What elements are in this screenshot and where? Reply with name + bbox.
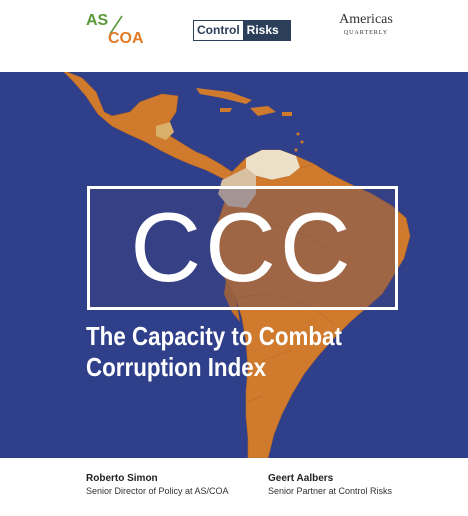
- logo-bar: AS COA Control Risks Americas QUARTERLY: [0, 0, 468, 72]
- author-name: Geert Aalbers: [268, 473, 334, 484]
- ccc-acronym: CCC: [130, 192, 355, 302]
- author-geert-aalbers: Geert Aalbers Senior Partner at Control …: [268, 472, 392, 498]
- map-venezuela-highlight: [246, 150, 300, 180]
- cover-title-line1: The Capacity to Combat: [86, 321, 342, 351]
- controlrisks-logo: Control Risks: [193, 20, 291, 41]
- ccc-frame: CCC: [87, 186, 398, 310]
- ascoa-logo-coa: COA: [108, 30, 144, 47]
- author-name: Roberto Simon: [86, 473, 158, 484]
- cover-panel: CCC The Capacity to Combat Corruption In…: [0, 72, 468, 458]
- ascoa-logo-slash: [109, 15, 123, 35]
- author-roberto-simon: Roberto Simon Senior Director of Policy …: [86, 472, 229, 498]
- map-mexico-central-america: [63, 72, 241, 185]
- ascoa-logo: AS COA: [86, 12, 156, 52]
- latin-america-map: [63, 72, 411, 458]
- map-hispaniola: [250, 106, 276, 116]
- map-puerto-rico: [282, 112, 292, 116]
- author-role: Senior Partner at Control Risks: [268, 486, 393, 496]
- author-role: Senior Director of Policy at AS/COA: [86, 486, 229, 496]
- controlrisks-logo-risks: Risks: [242, 21, 290, 40]
- americas-quarterly-logo: Americas QUARTERLY: [336, 12, 396, 36]
- map-jamaica: [220, 108, 232, 112]
- map-guatemala-highlight: [156, 122, 174, 140]
- americas-quarterly-logo-line2: QUARTERLY: [343, 30, 389, 36]
- controlrisks-logo-control: Control: [194, 21, 243, 40]
- map-cuba: [196, 88, 252, 104]
- cover-title: The Capacity to Combat Corruption Index: [86, 321, 378, 383]
- authors-section: Roberto Simon Senior Director of Policy …: [0, 458, 468, 516]
- cover-title-line2: Corruption Index: [86, 352, 267, 382]
- ascoa-logo-as: AS: [86, 12, 109, 29]
- americas-quarterly-logo-line1: Americas: [339, 12, 393, 27]
